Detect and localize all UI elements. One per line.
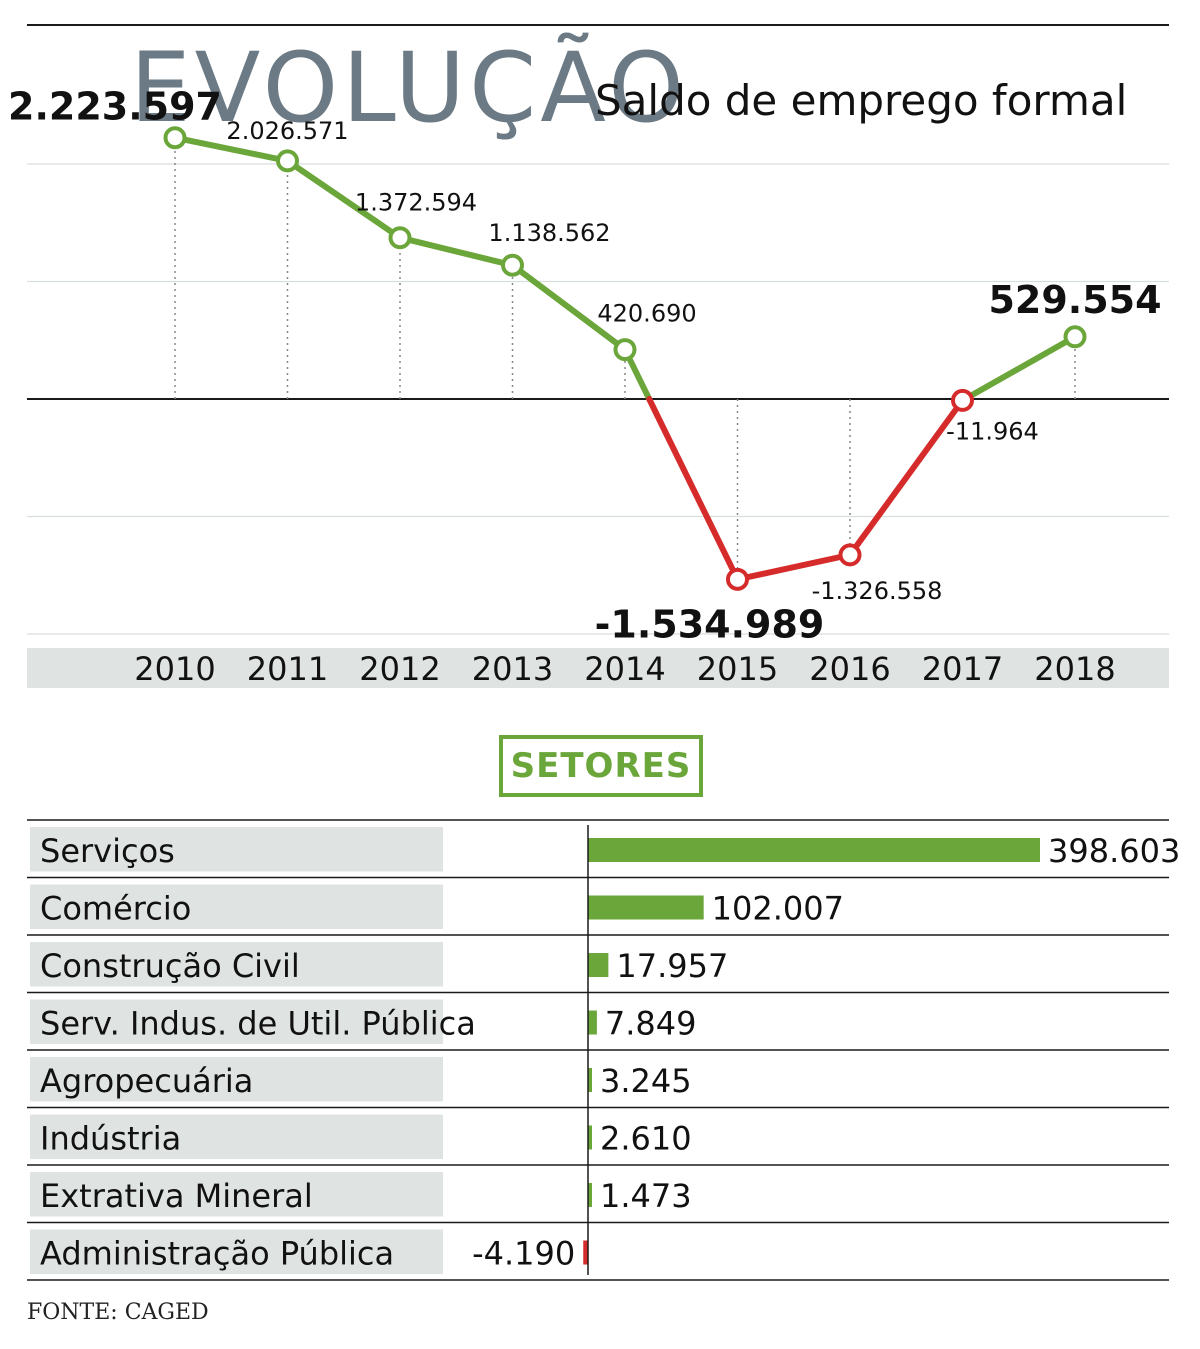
category-label-0: Serviços: [40, 832, 175, 870]
category-label-3: Serv. Indus. de Util. Pública: [40, 1005, 476, 1043]
bar-0: [588, 838, 1040, 862]
bar-3: [588, 1010, 597, 1035]
x-tick-2010: 2010: [134, 650, 215, 688]
point-2014: [613, 338, 637, 362]
bar-2: [588, 953, 609, 977]
page-subtitle: Saldo de emprego formal: [595, 76, 1128, 125]
bar-4: [588, 1068, 592, 1092]
x-tick-2014: 2014: [584, 650, 665, 688]
category-label-5: Indústria: [40, 1120, 181, 1158]
bar-value-0: 398.603: [1048, 832, 1180, 870]
point-2012: [388, 226, 412, 250]
category-band-0: [30, 827, 443, 872]
data-label-2017: -11.964: [946, 417, 1039, 445]
category-label-6: Extrativa Mineral: [40, 1177, 313, 1215]
line-segment-2010: [172, 134, 291, 164]
bar-value-5: 2.610: [600, 1120, 692, 1158]
point-2018: [1063, 325, 1087, 349]
setores-heading: SETORES: [499, 735, 703, 797]
line-segment-2011: [284, 157, 403, 241]
bar-6: [588, 1183, 592, 1207]
line-segment-2015: [734, 551, 853, 583]
category-label-7: Administração Pública: [40, 1235, 394, 1273]
line-segment-2014-b: [646, 396, 741, 583]
top-rule: [27, 24, 1169, 26]
category-label-1: Comércio: [40, 890, 191, 928]
line-segment-2013: [509, 262, 628, 353]
data-label-2010: 2.223.597: [8, 85, 222, 129]
data-label-2014: 420.690: [597, 300, 696, 328]
category-band-2: [30, 942, 443, 987]
category-band-3: [30, 999, 443, 1044]
x-tick-2016: 2016: [809, 650, 890, 688]
bar-7: [583, 1240, 588, 1265]
x-tick-2015: 2015: [697, 650, 778, 688]
category-band-1: [30, 884, 443, 929]
data-label-2016: -1.326.558: [812, 577, 943, 605]
category-band-5: [30, 1114, 443, 1159]
line-segment-2017-b: [961, 333, 1078, 402]
bar-value-3: 7.849: [605, 1005, 697, 1043]
bar-value-4: 3.245: [600, 1062, 692, 1100]
line-segment-2016: [847, 397, 966, 558]
line-segment-2012: [397, 234, 516, 269]
point-2010: [163, 126, 187, 150]
bar-chart: Serviços 398.603 Comércio 102.007 Construção…: [27, 819, 1180, 1281]
data-label-2018: 529.554: [988, 278, 1161, 322]
point-2013: [501, 253, 524, 277]
bar-value-6: 1.473: [600, 1177, 692, 1215]
category-band-4: [30, 1057, 443, 1102]
data-label-2015: -1.534.989: [595, 602, 825, 646]
source-note: FONTE: CAGED: [27, 1300, 209, 1325]
x-tick-2013: 2013: [472, 650, 553, 688]
bar-value-2: 17.957: [616, 947, 728, 985]
point-2015: [726, 567, 749, 591]
point-2016: [838, 543, 862, 567]
bar-value-7: -4.190: [472, 1235, 575, 1273]
data-label-2013: 1.138.562: [488, 219, 610, 247]
category-band-7: [30, 1229, 443, 1274]
point-2011: [276, 149, 299, 173]
category-label-2: Construção Civil: [40, 947, 300, 985]
bar-5: [588, 1125, 592, 1150]
x-axis-band: [27, 648, 1169, 688]
data-label-2011: 2.026.571: [226, 117, 348, 145]
x-tick-2017: 2017: [922, 650, 1003, 688]
x-tick-2011: 2011: [247, 650, 328, 688]
x-tick-2012: 2012: [359, 650, 440, 688]
data-label-2012: 1.372.594: [355, 189, 477, 217]
x-tick-2018: 2018: [1034, 650, 1115, 688]
page-title: EVOLUÇÃO: [130, 32, 688, 144]
bar-value-1: 102.007: [712, 890, 844, 928]
category-band-6: [30, 1172, 443, 1217]
point-2017: [951, 388, 974, 412]
category-label-4: Agropecuária: [40, 1062, 253, 1100]
bar-1: [588, 895, 704, 920]
